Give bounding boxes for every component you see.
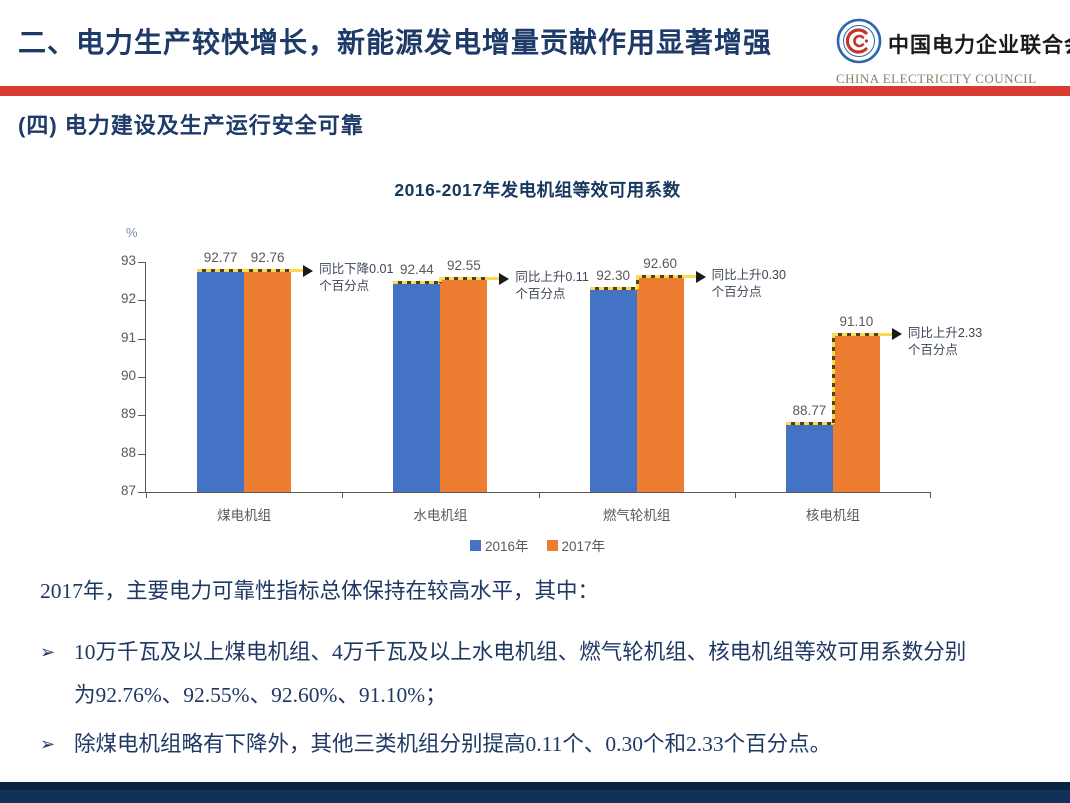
annotation-label: 同比上升0.11个百分点	[515, 270, 589, 302]
chart-legend: 2016年 2017年	[145, 535, 930, 555]
annotation-label: 同比下降0.01个百分点	[319, 262, 394, 294]
arrow-segment-2016	[589, 286, 637, 290]
arrow-segment-2017	[244, 269, 292, 273]
bar-2017	[244, 271, 292, 492]
bullet-text: 除煤电机组略有下降外，其他三类机组分别提高0.11个、0.30个和2.33个百分…	[74, 732, 832, 756]
legend-label: 2017年	[561, 539, 606, 554]
bar-2016	[589, 288, 637, 492]
arrow-head-icon	[303, 264, 314, 277]
y-axis-tick	[138, 453, 146, 455]
x-axis-tick	[538, 492, 540, 498]
cec-emblem-icon	[836, 18, 882, 69]
logo-org-name-cn: 中国电力企业联合会	[888, 33, 1070, 57]
arrow-segment-step	[439, 277, 443, 284]
arrow-head-icon	[499, 272, 510, 285]
y-axis-tick	[138, 377, 146, 378]
y-axis-tick	[138, 300, 146, 302]
body-text: 2017年，主要电力可靠性指标总体保持在较高水平，其中： ➢ 10万千瓦及以上煤…	[40, 574, 1040, 766]
y-axis-tick	[138, 415, 146, 417]
bar-value-label: 92.76	[250, 250, 285, 266]
bar-value-label: 92.60	[643, 256, 678, 272]
arrow-segment-step	[831, 332, 835, 425]
annotation-label: 同比上升0.30个百分点	[711, 268, 786, 300]
bar-2016	[393, 283, 441, 492]
bullet-item-2: ➢ 除煤电机组略有下降外，其他三类机组分别提高0.11个、0.30个和2.33个…	[40, 723, 975, 766]
legend-swatch	[469, 539, 481, 551]
legend-swatch	[546, 539, 558, 551]
y-axis-unit-label: %	[126, 225, 138, 240]
footer-bar	[0, 782, 1070, 803]
logo-org-name-en: CHINA ELECTRICITY COUNCIL	[836, 71, 1037, 86]
y-axis-tick	[138, 492, 146, 493]
arrow-segment-2016	[393, 281, 441, 285]
bar-value-label: 92.77	[203, 249, 238, 265]
bar-2017	[440, 279, 488, 492]
y-axis-tick-label: 91	[120, 329, 136, 345]
legend-label: 2016年	[484, 539, 529, 554]
y-axis-tick-label: 88	[120, 444, 136, 460]
arrow-segment-step	[635, 275, 639, 289]
bar-2017	[636, 277, 684, 492]
y-axis-tick-label: 89	[120, 406, 136, 422]
bullet-marker-icon: ➢	[40, 642, 56, 662]
arrow-segment-2016	[785, 422, 833, 426]
y-axis-tick-label: 87	[120, 483, 136, 498]
legend-item: 2016年	[469, 535, 529, 555]
header-divider	[0, 86, 1070, 96]
x-axis-category-label: 燃气轮机组	[602, 508, 671, 523]
annotation-label: 同比上升2.33个百分点	[907, 325, 983, 357]
chart-title: 2016-2017年发电机组等效可用系数	[394, 180, 681, 200]
y-axis-tick-label: 93	[120, 253, 136, 268]
x-axis-category-label: 核电机组	[805, 508, 860, 523]
section-heading: (四) 电力建设及生产运行安全可靠	[18, 113, 364, 138]
bar-value-label: 92.30	[596, 267, 631, 283]
x-axis-tick	[146, 492, 147, 498]
x-axis-tick	[342, 492, 344, 498]
cec-logo: 中国电力企业联合会 CHINA ELECTRICITY COUNCIL	[836, 18, 1070, 87]
y-axis-tick-label: 92	[120, 291, 136, 307]
plot-area: 93 92 91 90 89 88 87 92.77 92.76 同比下降0.01个百分点煤电机组…	[121, 250, 982, 523]
y-axis-tick-label: 90	[120, 368, 136, 383]
x-axis-tick	[734, 492, 736, 498]
bullet-marker-icon: ➢	[40, 734, 56, 754]
intro-paragraph: 2017年，主要电力可靠性指标总体保持在较高水平，其中：	[40, 579, 600, 603]
arrow-segment-2016	[197, 268, 245, 272]
arrow-segment-2017	[832, 332, 880, 336]
x-axis-category-label: 煤电机组	[217, 508, 272, 523]
y-axis-tick	[138, 338, 146, 340]
bullet-item-1: ➢ 10万千瓦及以上煤电机组、4万千瓦及以上水电机组、燃气轮机组、核电机组等效可…	[40, 631, 975, 717]
arrow-extension	[487, 277, 500, 281]
arrow-extension	[879, 332, 892, 336]
page-title: 二、电力生产较快增长，新能源发电增量贡献作用显著增强	[18, 27, 773, 58]
bar-2016	[785, 424, 833, 492]
bar-value-label: 92.55	[446, 258, 481, 274]
arrow-segment-2017	[636, 275, 684, 279]
arrow-extension	[291, 269, 304, 273]
y-axis-tick	[138, 262, 146, 263]
arrow-head-icon	[695, 270, 706, 283]
arrow-extension	[683, 275, 696, 279]
bar-value-label: 92.44	[399, 262, 434, 278]
x-axis-tick	[930, 492, 931, 498]
bullet-text: 10万千瓦及以上煤电机组、4万千瓦及以上水电机组、燃气轮机组、核电机组等效可用系…	[74, 640, 967, 707]
bar-value-label: 88.77	[792, 403, 827, 419]
bar-2017	[832, 334, 880, 492]
arrow-segment-2017	[440, 277, 488, 281]
bar-2016	[197, 270, 245, 492]
arrow-head-icon	[891, 328, 902, 341]
x-axis-category-label: 水电机组	[413, 508, 468, 523]
bar-value-label: 91.10	[839, 313, 874, 329]
legend-item: 2017年	[546, 535, 606, 555]
